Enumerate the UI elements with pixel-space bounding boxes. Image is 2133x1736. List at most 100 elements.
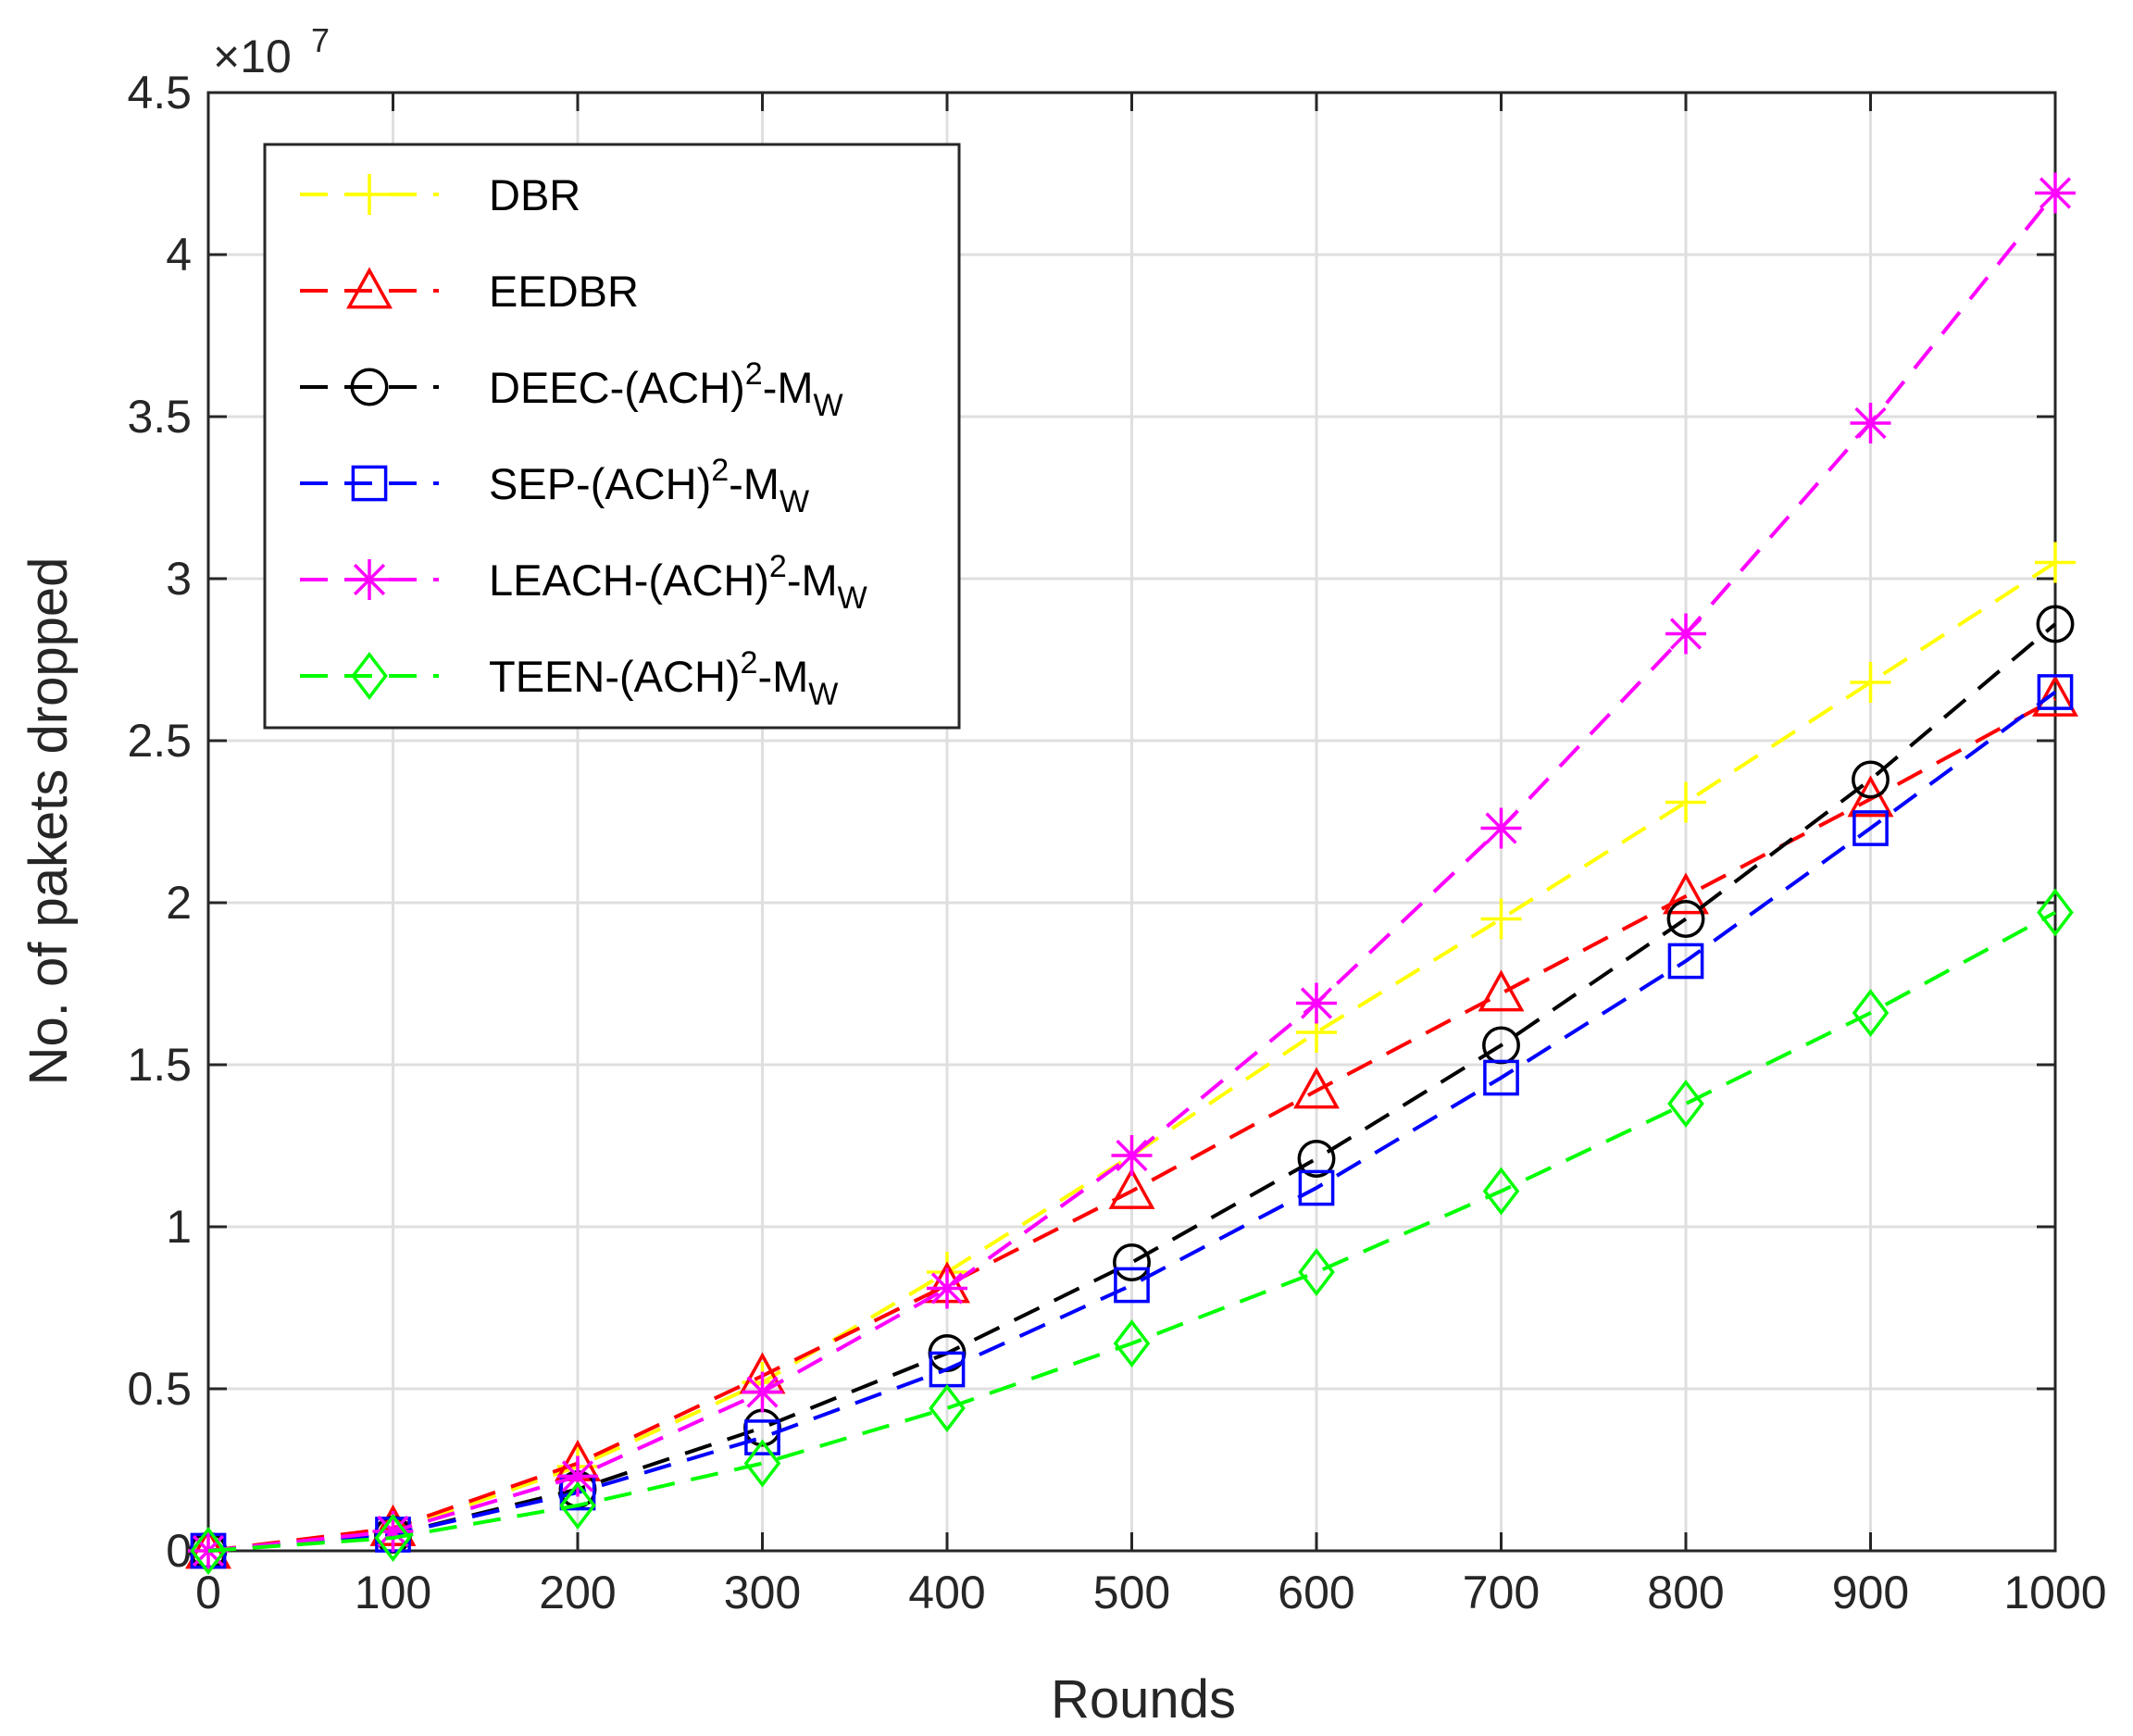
marker-stroke bbox=[1116, 1139, 1148, 1172]
data-point bbox=[190, 1527, 227, 1575]
data-point bbox=[1847, 775, 1894, 818]
x-tick-label: 100 bbox=[355, 1567, 431, 1618]
x-tick-label: 1000 bbox=[2003, 1567, 2106, 1618]
marker-shape bbox=[1667, 943, 1704, 980]
legend-label-suffix: -M bbox=[757, 652, 808, 701]
data-point bbox=[1113, 1319, 1151, 1368]
data-point bbox=[1663, 872, 1709, 915]
x-tick-label: 600 bbox=[1278, 1567, 1354, 1618]
legend-label-main: DEEC-(ACH) bbox=[489, 363, 745, 412]
marker-shape bbox=[1663, 872, 1709, 915]
marker-shape bbox=[1483, 1059, 1519, 1096]
data-point bbox=[559, 1481, 596, 1530]
x-tick-label: 400 bbox=[908, 1567, 985, 1618]
marker-stroke bbox=[377, 1515, 409, 1548]
legend-label-superscript: 2 bbox=[711, 453, 729, 488]
legend-label-superscript: 2 bbox=[741, 645, 758, 681]
data-point bbox=[1482, 1167, 1520, 1216]
data-point bbox=[1850, 403, 1891, 443]
x-tick-label: 500 bbox=[1093, 1567, 1170, 1618]
axes: 0 100 200 300 400 500 600 700 800 900 1000 0 0.5 1 1.5… bbox=[127, 67, 2106, 1618]
data-point bbox=[927, 1268, 967, 1309]
x-tick-label: 200 bbox=[539, 1567, 616, 1618]
data-point bbox=[2037, 888, 2074, 937]
marker-shape bbox=[1478, 969, 1525, 1012]
data-point bbox=[743, 1439, 781, 1488]
marker-stroke bbox=[930, 1272, 964, 1305]
legend-label-suffix: -M bbox=[763, 363, 814, 412]
legend-label-subscript: W bbox=[814, 388, 843, 423]
marker-shape bbox=[2037, 674, 2074, 710]
x-tick-label: 0 bbox=[195, 1567, 221, 1618]
y-axis-label: No. of pakets dropped bbox=[19, 557, 79, 1086]
data-point bbox=[744, 1419, 780, 1455]
data-point bbox=[1480, 807, 1522, 849]
marker-shape bbox=[1297, 1140, 1336, 1178]
legend-label-subscript: W bbox=[780, 484, 809, 519]
data-point bbox=[1296, 982, 1337, 1024]
legend-entry: EEDBR bbox=[300, 267, 639, 316]
data-point bbox=[1665, 613, 1706, 655]
series-line bbox=[207, 560, 2057, 1553]
legend-entry: DBR bbox=[300, 170, 580, 219]
marker-shape bbox=[1852, 810, 1889, 846]
data-point bbox=[1111, 1135, 1153, 1176]
legend-label-main: TEEN-(ACH) bbox=[489, 652, 741, 701]
series-4 bbox=[188, 172, 2076, 1571]
y-exponent-power: 7 bbox=[311, 21, 330, 59]
marker-shape bbox=[1108, 1167, 1155, 1209]
series-line bbox=[207, 690, 2057, 1553]
legend-entry: LEACH-(ACH)2-MW bbox=[300, 549, 867, 616]
marker-shape bbox=[351, 465, 388, 502]
legend-label-main: SEP-(ACH) bbox=[489, 459, 711, 508]
marker-shape bbox=[350, 368, 389, 406]
legend-label-subscript: W bbox=[838, 581, 867, 616]
data-point bbox=[1667, 1080, 1704, 1128]
legend-marker bbox=[350, 368, 389, 406]
y-tick-label: 0.5 bbox=[127, 1363, 192, 1415]
data-point bbox=[372, 1511, 414, 1552]
x-axis-label: Rounds bbox=[1051, 1669, 1236, 1730]
marker-stroke bbox=[353, 563, 386, 596]
marker-shape bbox=[1113, 1319, 1151, 1368]
marker-stroke bbox=[1485, 812, 1517, 844]
marker-shape bbox=[374, 1514, 412, 1562]
data-point bbox=[1852, 989, 1890, 1037]
data-point bbox=[374, 1514, 412, 1562]
legend-label-superscript: 2 bbox=[745, 356, 763, 392]
legend-entry: DEEC-(ACH)2-MW bbox=[300, 356, 843, 423]
legend-marker bbox=[349, 559, 390, 600]
legend-label: LEACH-(ACH)2-MW bbox=[489, 549, 867, 616]
y-tick-label: 1 bbox=[166, 1201, 192, 1253]
marker-shape bbox=[1666, 900, 1705, 938]
data-point bbox=[1667, 943, 1704, 980]
legend-marker bbox=[351, 652, 388, 700]
legend-label-suffix: -M bbox=[729, 459, 780, 508]
data-point bbox=[929, 1384, 966, 1432]
marker-shape bbox=[1293, 1067, 1340, 1109]
marker-shape bbox=[351, 652, 388, 700]
marker-shape bbox=[1482, 1167, 1520, 1216]
data-point bbox=[1108, 1167, 1155, 1209]
marker-stroke bbox=[1300, 987, 1333, 1019]
y-tick-label: 0 bbox=[166, 1525, 192, 1577]
series-line bbox=[207, 696, 2056, 1553]
marker-shape bbox=[346, 267, 393, 309]
data-point bbox=[1852, 810, 1889, 846]
marker-stroke bbox=[561, 1460, 594, 1492]
y-tick-label: 1.5 bbox=[127, 1039, 192, 1091]
series-line bbox=[207, 622, 2057, 1553]
series-layer bbox=[185, 172, 2078, 1575]
y-exponent-base: ×10 bbox=[213, 31, 292, 82]
marker-shape bbox=[1298, 1169, 1335, 1206]
data-point bbox=[1478, 969, 1525, 1012]
data-point bbox=[1293, 1067, 1340, 1109]
marker-shape bbox=[743, 1439, 781, 1488]
legend-label-suffix: -M bbox=[787, 556, 838, 605]
series-line bbox=[207, 910, 2056, 1553]
marker-shape bbox=[1852, 760, 1890, 799]
marker-stroke bbox=[1854, 406, 1887, 440]
y-tick-label: 4 bbox=[166, 229, 192, 281]
legend: DBREEDBRDEEC-(ACH)2-MWSEP-(ACH)2-MWLEACH… bbox=[263, 143, 961, 730]
marker-shape bbox=[1113, 1243, 1151, 1281]
